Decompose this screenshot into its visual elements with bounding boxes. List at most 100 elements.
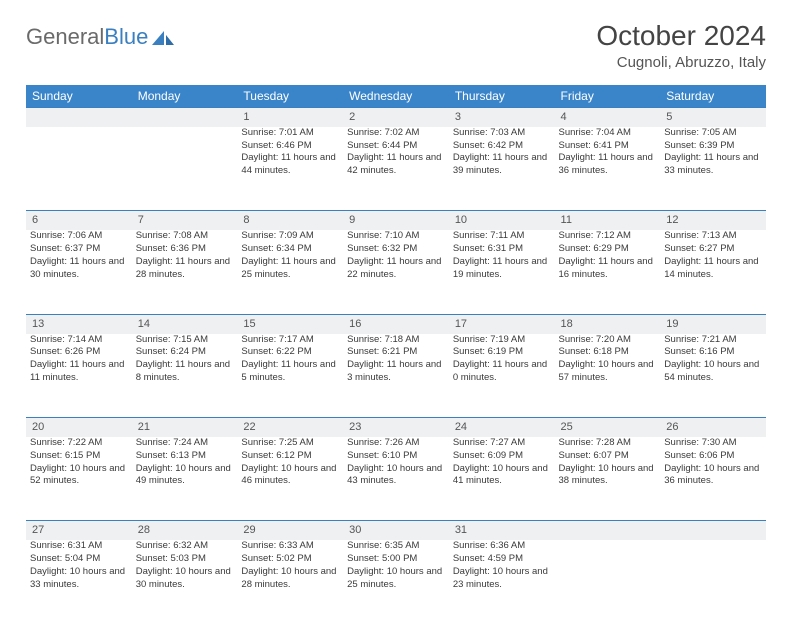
sunrise-line: Sunrise: 7:05 AM [664, 127, 762, 140]
day-cell: Sunrise: 7:24 AMSunset: 6:13 PMDaylight:… [132, 437, 238, 521]
header: GeneralBlue October 2024 Cugnoli, Abruzz… [26, 20, 766, 71]
sunset-line: Sunset: 6:18 PM [559, 346, 657, 359]
sunrise-line: Sunrise: 7:18 AM [347, 334, 445, 347]
sunset-line: Sunset: 6:13 PM [136, 450, 234, 463]
daylight-line: Daylight: 11 hours and 3 minutes. [347, 359, 445, 385]
day-cell: Sunrise: 7:22 AMSunset: 6:15 PMDaylight:… [26, 437, 132, 521]
daylight-line: Daylight: 11 hours and 39 minutes. [453, 152, 551, 178]
day-number: 28 [132, 521, 238, 540]
sunrise-line: Sunrise: 6:32 AM [136, 540, 234, 553]
day-number: 7 [132, 211, 238, 230]
daylight-line: Daylight: 11 hours and 16 minutes. [559, 256, 657, 282]
daylight-line: Daylight: 11 hours and 8 minutes. [136, 359, 234, 385]
sunrise-line: Sunrise: 7:13 AM [664, 230, 762, 243]
day-number-row: 6789101112 [26, 211, 766, 230]
sunrise-line: Sunrise: 7:04 AM [559, 127, 657, 140]
sunrise-line: Sunrise: 6:33 AM [241, 540, 339, 553]
daylight-line: Daylight: 11 hours and 11 minutes. [30, 359, 128, 385]
sunset-line: Sunset: 6:24 PM [136, 346, 234, 359]
sunset-line: Sunset: 6:16 PM [664, 346, 762, 359]
sunrise-line: Sunrise: 7:30 AM [664, 437, 762, 450]
weekday-header: Sunday [26, 85, 132, 108]
day-number: 22 [237, 418, 343, 437]
title-block: October 2024 Cugnoli, Abruzzo, Italy [596, 20, 766, 71]
day-number: 10 [449, 211, 555, 230]
day-cell: Sunrise: 7:09 AMSunset: 6:34 PMDaylight:… [237, 230, 343, 314]
day-number-row: 12345 [26, 108, 766, 127]
day-number: 21 [132, 418, 238, 437]
daylight-line: Daylight: 10 hours and 23 minutes. [453, 566, 551, 592]
sunset-line: Sunset: 6:26 PM [30, 346, 128, 359]
day-number: 27 [26, 521, 132, 540]
sunset-line: Sunset: 5:04 PM [30, 553, 128, 566]
daylight-line: Daylight: 11 hours and 19 minutes. [453, 256, 551, 282]
day-content-row: Sunrise: 7:06 AMSunset: 6:37 PMDaylight:… [26, 230, 766, 314]
sunrise-line: Sunrise: 7:03 AM [453, 127, 551, 140]
sunrise-line: Sunrise: 7:21 AM [664, 334, 762, 347]
calendar-table: SundayMondayTuesdayWednesdayThursdayFrid… [26, 85, 766, 624]
daylight-line: Daylight: 10 hours and 36 minutes. [664, 463, 762, 489]
day-cell: Sunrise: 7:27 AMSunset: 6:09 PMDaylight:… [449, 437, 555, 521]
day-cell [26, 127, 132, 211]
day-cell: Sunrise: 7:08 AMSunset: 6:36 PMDaylight:… [132, 230, 238, 314]
logo-sail-icon [152, 29, 174, 47]
sunrise-line: Sunrise: 7:02 AM [347, 127, 445, 140]
sunset-line: Sunset: 5:00 PM [347, 553, 445, 566]
day-content-row: Sunrise: 7:01 AMSunset: 6:46 PMDaylight:… [26, 127, 766, 211]
daylight-line: Daylight: 10 hours and 25 minutes. [347, 566, 445, 592]
daylight-line: Daylight: 10 hours and 54 minutes. [664, 359, 762, 385]
day-cell: Sunrise: 7:25 AMSunset: 6:12 PMDaylight:… [237, 437, 343, 521]
day-cell: Sunrise: 7:19 AMSunset: 6:19 PMDaylight:… [449, 334, 555, 418]
day-number: 23 [343, 418, 449, 437]
day-cell: Sunrise: 7:02 AMSunset: 6:44 PMDaylight:… [343, 127, 449, 211]
weekday-header: Thursday [449, 85, 555, 108]
day-number: 29 [237, 521, 343, 540]
day-number: 25 [555, 418, 661, 437]
daylight-line: Daylight: 11 hours and 0 minutes. [453, 359, 551, 385]
day-content-row: Sunrise: 7:14 AMSunset: 6:26 PMDaylight:… [26, 334, 766, 418]
sunrise-line: Sunrise: 7:19 AM [453, 334, 551, 347]
sunset-line: Sunset: 6:39 PM [664, 140, 762, 153]
daylight-line: Daylight: 10 hours and 30 minutes. [136, 566, 234, 592]
day-cell [132, 127, 238, 211]
sunrise-line: Sunrise: 7:17 AM [241, 334, 339, 347]
sunrise-line: Sunrise: 7:06 AM [30, 230, 128, 243]
day-number: 18 [555, 314, 661, 333]
day-number: 24 [449, 418, 555, 437]
day-number [26, 108, 132, 127]
location: Cugnoli, Abruzzo, Italy [596, 54, 766, 71]
sunrise-line: Sunrise: 7:27 AM [453, 437, 551, 450]
daylight-line: Daylight: 10 hours and 46 minutes. [241, 463, 339, 489]
sunset-line: Sunset: 4:59 PM [453, 553, 551, 566]
weekday-header-row: SundayMondayTuesdayWednesdayThursdayFrid… [26, 85, 766, 108]
sunrise-line: Sunrise: 7:12 AM [559, 230, 657, 243]
day-cell: Sunrise: 7:13 AMSunset: 6:27 PMDaylight:… [660, 230, 766, 314]
sunset-line: Sunset: 6:44 PM [347, 140, 445, 153]
sunset-line: Sunset: 6:41 PM [559, 140, 657, 153]
daylight-line: Daylight: 10 hours and 52 minutes. [30, 463, 128, 489]
day-content-row: Sunrise: 7:22 AMSunset: 6:15 PMDaylight:… [26, 437, 766, 521]
sunrise-line: Sunrise: 7:26 AM [347, 437, 445, 450]
sunrise-line: Sunrise: 7:09 AM [241, 230, 339, 243]
page-title: October 2024 [596, 20, 766, 52]
sunset-line: Sunset: 6:42 PM [453, 140, 551, 153]
daylight-line: Daylight: 11 hours and 22 minutes. [347, 256, 445, 282]
day-number [555, 521, 661, 540]
sunrise-line: Sunrise: 7:11 AM [453, 230, 551, 243]
day-cell: Sunrise: 7:18 AMSunset: 6:21 PMDaylight:… [343, 334, 449, 418]
sunset-line: Sunset: 6:21 PM [347, 346, 445, 359]
daylight-line: Daylight: 10 hours and 33 minutes. [30, 566, 128, 592]
sunrise-line: Sunrise: 7:08 AM [136, 230, 234, 243]
sunset-line: Sunset: 6:27 PM [664, 243, 762, 256]
sunrise-line: Sunrise: 7:15 AM [136, 334, 234, 347]
day-number: 2 [343, 108, 449, 127]
day-cell: Sunrise: 7:03 AMSunset: 6:42 PMDaylight:… [449, 127, 555, 211]
day-cell: Sunrise: 7:04 AMSunset: 6:41 PMDaylight:… [555, 127, 661, 211]
sunset-line: Sunset: 6:34 PM [241, 243, 339, 256]
sunset-line: Sunset: 6:22 PM [241, 346, 339, 359]
day-number-row: 2728293031 [26, 521, 766, 540]
day-cell: Sunrise: 7:05 AMSunset: 6:39 PMDaylight:… [660, 127, 766, 211]
sunset-line: Sunset: 6:09 PM [453, 450, 551, 463]
sunrise-line: Sunrise: 6:31 AM [30, 540, 128, 553]
day-number: 15 [237, 314, 343, 333]
